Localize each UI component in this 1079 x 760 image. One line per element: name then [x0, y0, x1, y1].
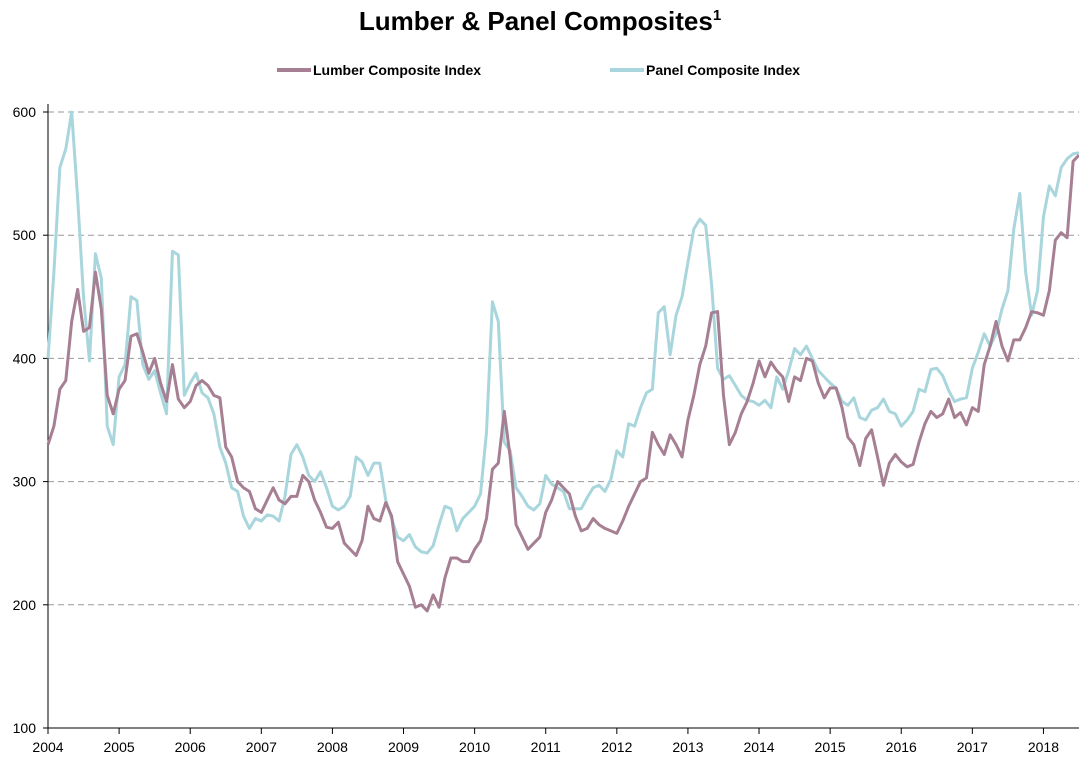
y-tick-label: 400	[13, 350, 37, 366]
x-tick-label: 2006	[175, 739, 206, 755]
y-tick-label: 600	[13, 104, 37, 120]
legend-label: Lumber Composite Index	[313, 62, 481, 78]
x-tick-label: 2014	[743, 739, 774, 755]
title-text: Lumber & Panel Composites	[359, 6, 713, 36]
series-line	[46, 110, 1079, 555]
y-tick-label: 300	[13, 474, 37, 490]
x-tick-label: 2005	[104, 739, 135, 755]
x-tick-label: 2016	[886, 739, 917, 755]
x-tick-label: 2018	[1028, 739, 1059, 755]
x-tick-label: 2009	[388, 739, 419, 755]
y-tick-label: 200	[13, 597, 37, 613]
y-tick-label: 500	[13, 227, 37, 243]
series-line	[46, 154, 1079, 613]
y-tick-label: 100	[13, 720, 37, 736]
x-tick-label: 2011	[531, 739, 561, 755]
x-tick-label: 2004	[32, 739, 63, 755]
x-tick-label: 2013	[672, 739, 703, 755]
legend: Lumber Composite Index Panel Composite In…	[277, 62, 800, 78]
x-tick-label: 2015	[815, 739, 846, 755]
x-tick-label: 2012	[601, 739, 632, 755]
title-superscript: 1	[713, 7, 721, 24]
x-tick-label: 2008	[317, 739, 348, 755]
x-tick-label: 2017	[957, 739, 988, 755]
legend-label: Panel Composite Index	[646, 62, 800, 78]
x-tick-label: 2007	[246, 739, 277, 755]
chart-title: Lumber & Panel Composites1	[359, 6, 721, 36]
x-tick-label: 2010	[459, 739, 490, 755]
